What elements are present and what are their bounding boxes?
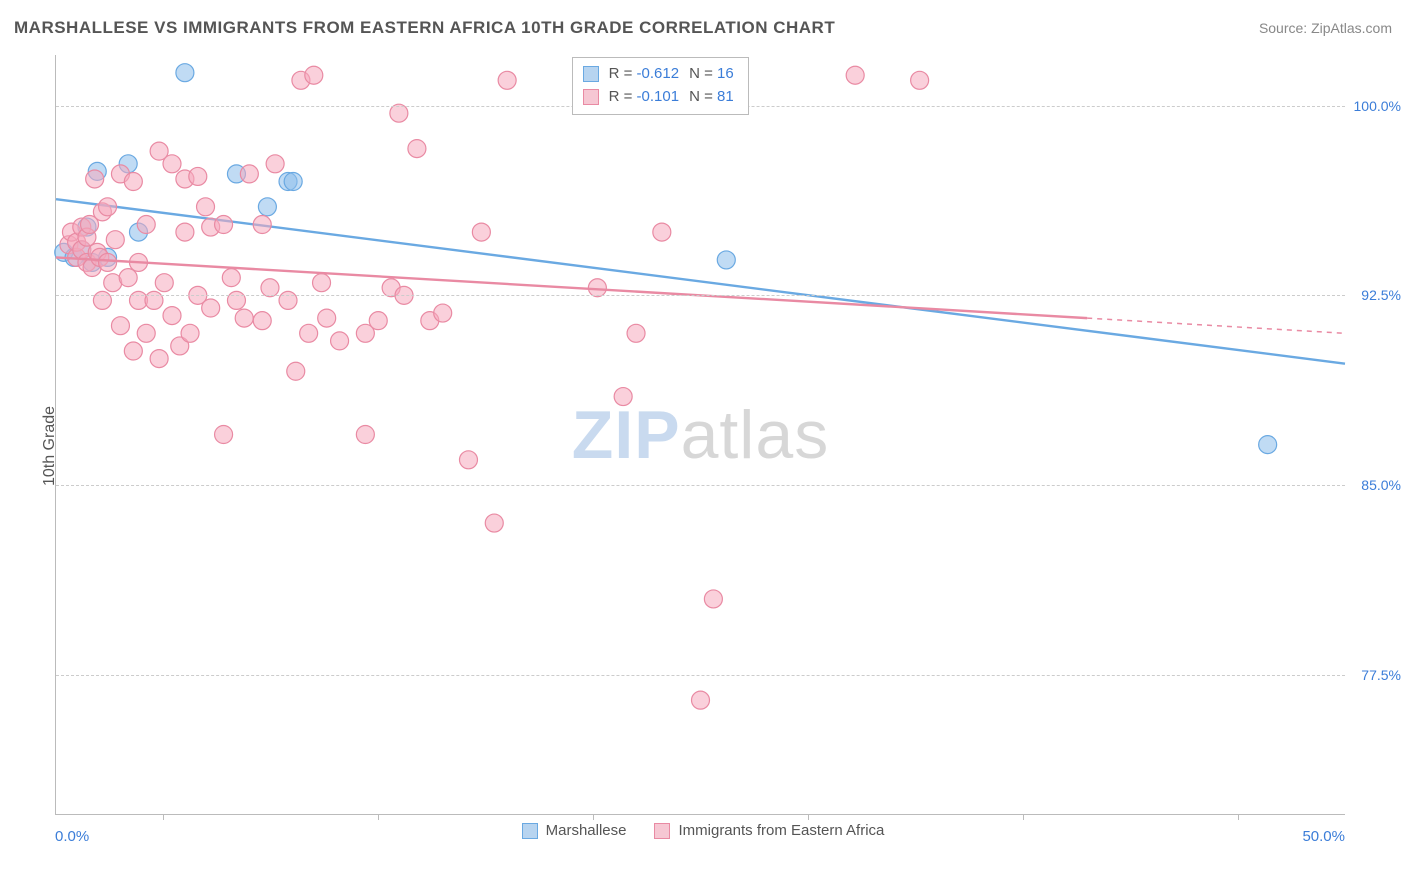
data-point (176, 223, 194, 241)
data-point (369, 312, 387, 330)
legend-label-eastern-africa: Immigrants from Eastern Africa (678, 822, 884, 839)
data-point (614, 388, 632, 406)
data-point (145, 291, 163, 309)
data-point (99, 198, 117, 216)
data-point (717, 251, 735, 269)
legend-label-marshallese: Marshallese (546, 822, 627, 839)
stats-row: R = -0.101 N = 81 (583, 86, 734, 109)
data-point (227, 291, 245, 309)
data-point (176, 64, 194, 82)
stats-swatch (583, 66, 599, 82)
grid-line (56, 675, 1345, 676)
plot-svg (56, 55, 1345, 814)
data-point (99, 253, 117, 271)
stats-n-label: N = 16 (689, 63, 734, 86)
data-point (235, 309, 253, 327)
data-point (137, 216, 155, 234)
data-point (119, 269, 137, 287)
y-tick-label: 100.0% (1351, 98, 1401, 114)
data-point (163, 155, 181, 173)
data-point (408, 140, 426, 158)
data-point (287, 362, 305, 380)
grid-line (56, 295, 1345, 296)
data-point (240, 165, 258, 183)
data-point (93, 291, 111, 309)
data-point (459, 451, 477, 469)
data-point (300, 324, 318, 342)
data-point (215, 216, 233, 234)
data-point (197, 198, 215, 216)
data-point (155, 274, 173, 292)
data-point (266, 155, 284, 173)
data-point (163, 307, 181, 325)
trend-line-dashed (1087, 318, 1345, 333)
data-point (313, 274, 331, 292)
data-point (253, 312, 271, 330)
data-point (137, 324, 155, 342)
trend-line (56, 199, 1345, 363)
legend-swatch-eastern-africa (654, 823, 670, 839)
bottom-legend: Marshallese Immigrants from Eastern Afri… (0, 822, 1406, 839)
stats-swatch (583, 89, 599, 105)
data-point (124, 342, 142, 360)
x-tick (1023, 814, 1024, 820)
data-point (1259, 436, 1277, 454)
stats-r-label: R = -0.101 (609, 86, 679, 109)
data-point (253, 216, 271, 234)
data-point (653, 223, 671, 241)
data-point (106, 231, 124, 249)
x-tick (593, 814, 594, 820)
chart-title: MARSHALLESE VS IMMIGRANTS FROM EASTERN A… (14, 18, 835, 38)
legend-swatch-marshallese (522, 823, 538, 839)
data-point (261, 279, 279, 297)
data-point (627, 324, 645, 342)
data-point (356, 426, 374, 444)
data-point (318, 309, 336, 327)
data-point (111, 317, 129, 335)
y-tick-label: 77.5% (1351, 667, 1401, 683)
data-point (202, 299, 220, 317)
stats-box: R = -0.612 N = 16 R = -0.101 N = 81 (572, 57, 749, 115)
data-point (215, 426, 233, 444)
plot-area: ZIPatlas 100.0%92.5%85.0%77.5%R = -0.612… (55, 55, 1345, 815)
x-tick (808, 814, 809, 820)
data-point (704, 590, 722, 608)
data-point (124, 173, 142, 191)
data-point (86, 170, 104, 188)
data-point (485, 514, 503, 532)
data-point (279, 291, 297, 309)
data-point (284, 173, 302, 191)
x-tick (1238, 814, 1239, 820)
grid-line (56, 485, 1345, 486)
data-point (150, 350, 168, 368)
data-point (911, 71, 929, 89)
data-point (692, 691, 710, 709)
data-point (222, 269, 240, 287)
y-tick-label: 85.0% (1351, 477, 1401, 493)
stats-row: R = -0.612 N = 16 (583, 63, 734, 86)
chart-header: MARSHALLESE VS IMMIGRANTS FROM EASTERN A… (14, 18, 1392, 38)
data-point (498, 71, 516, 89)
data-point (846, 66, 864, 84)
data-point (331, 332, 349, 350)
legend-item-eastern-africa: Immigrants from Eastern Africa (654, 822, 884, 839)
data-point (434, 304, 452, 322)
x-tick (163, 814, 164, 820)
data-point (258, 198, 276, 216)
stats-n-label: N = 81 (689, 86, 734, 109)
data-point (189, 167, 207, 185)
x-tick (378, 814, 379, 820)
chart-source: Source: ZipAtlas.com (1259, 20, 1392, 36)
legend-item-marshallese: Marshallese (522, 822, 627, 839)
data-point (305, 66, 323, 84)
data-point (181, 324, 199, 342)
stats-r-label: R = -0.612 (609, 63, 679, 86)
chart-container: MARSHALLESE VS IMMIGRANTS FROM EASTERN A… (0, 0, 1406, 892)
data-point (390, 104, 408, 122)
y-tick-label: 92.5% (1351, 287, 1401, 303)
data-point (472, 223, 490, 241)
